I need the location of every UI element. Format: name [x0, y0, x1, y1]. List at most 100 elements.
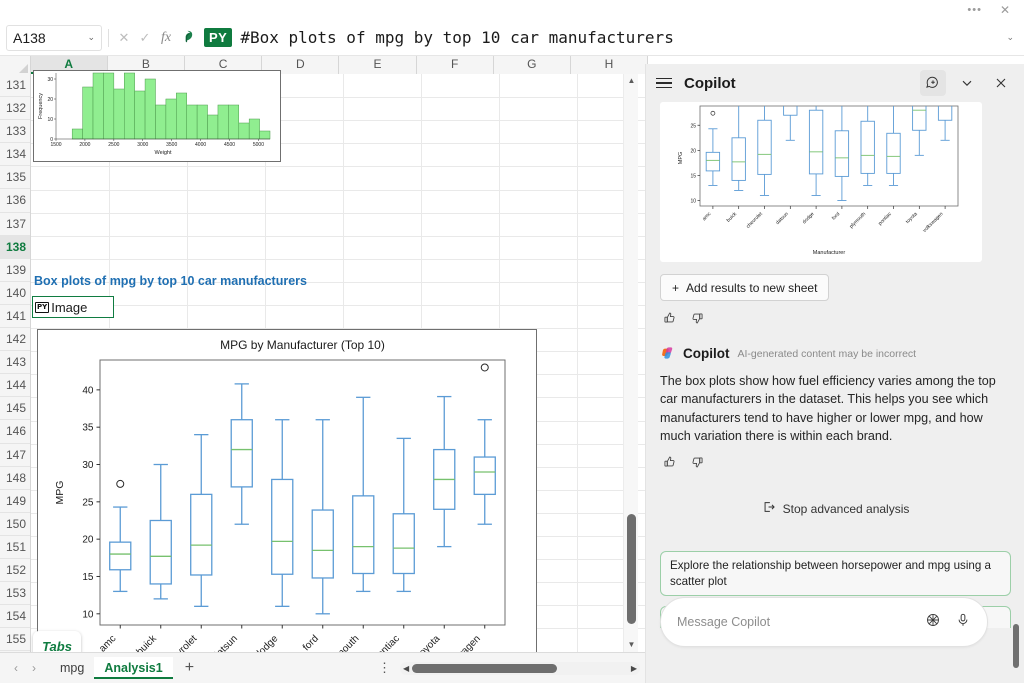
grid-cells[interactable]: 0 10 20 30 1500 2000 2500 3000 3500 4000 4500 5000 F… [31, 70, 648, 652]
python-leaf-icon[interactable] [180, 29, 194, 47]
scroll-left-icon[interactable]: ◀ [403, 663, 410, 673]
hamburger-icon[interactable] [656, 77, 672, 89]
column-header-b[interactable]: B [107, 56, 186, 74]
row-headers: 131 132 133 134 135 136 137 138 139 140 141 142 143 1… [0, 74, 31, 652]
column-header-h[interactable]: H [570, 56, 648, 74]
sheet-options-button[interactable]: ⋮ [378, 660, 392, 675]
row-header-136[interactable]: 136 [0, 189, 30, 213]
row-header-140[interactable]: 140 [0, 281, 30, 305]
row-header-151[interactable]: 151 [0, 535, 30, 559]
plus-icon: + [672, 280, 680, 295]
row-header-150[interactable]: 150 [0, 512, 30, 536]
column-header-g[interactable]: G [493, 56, 571, 74]
window-more-button[interactable]: ••• [967, 3, 982, 16]
close-icon[interactable] [988, 70, 1014, 96]
window-close-button[interactable]: ✕ [999, 3, 1010, 17]
sheet-tab-mpg[interactable]: mpg [60, 661, 85, 675]
copilot-scroll-thumb[interactable] [1013, 624, 1019, 668]
scroll-right-icon[interactable]: ▶ [630, 663, 637, 673]
message-input[interactable]: Message Copilot [677, 615, 771, 629]
expand-formula-bar-icon[interactable]: ⌄ [1006, 32, 1014, 42]
column-header-f[interactable]: F [416, 56, 494, 74]
copilot-chart-card[interactable]: 10 15 20 25 MPG amc buick chevrolet datsun dodge f… [660, 102, 982, 262]
prompt-gallery-icon[interactable] [925, 612, 941, 633]
stop-advanced-analysis-button[interactable]: Stop advanced analysis [660, 500, 1011, 517]
row-header-134[interactable]: 134 [0, 143, 30, 167]
row-header-137[interactable]: 137 [0, 212, 30, 236]
column-header-d[interactable]: D [262, 56, 340, 74]
svg-text:1500: 1500 [50, 142, 61, 148]
svg-text:datsun: datsun [775, 211, 790, 226]
confirm-icon[interactable]: ✓ [139, 29, 151, 45]
cell-a138[interactable]: PY Image [32, 296, 114, 318]
title-bar: ••• ✕ [0, 0, 1024, 20]
insert-function-icon[interactable]: fx [160, 29, 172, 45]
formula-input[interactable]: #Box plots of mpg by top 10 car manufact… [240, 28, 674, 47]
gridline [31, 212, 648, 214]
row-header-149[interactable]: 149 [0, 489, 30, 513]
thumbs-up-icon[interactable] [663, 455, 677, 472]
row-header-142[interactable]: 142 [0, 328, 30, 352]
cancel-icon[interactable]: ✕ [118, 29, 130, 45]
row-header-154[interactable]: 154 [0, 605, 30, 629]
row-header-143[interactable]: 143 [0, 351, 30, 375]
row-header-145[interactable]: 145 [0, 397, 30, 421]
horizontal-scrollbar[interactable]: ◀ ▶ [400, 661, 640, 675]
sheet-next-button[interactable]: › [32, 661, 36, 675]
svg-text:20: 20 [82, 535, 94, 546]
select-all-corner[interactable] [0, 56, 31, 74]
mpg-boxplot-svg: MPG by Manufacturer (Top 10) 10 15 20 25 30 35… [54, 338, 506, 652]
sheet-tab-analysis1[interactable]: Analysis1 [94, 657, 173, 679]
add-sheet-button[interactable]: + [184, 659, 195, 676]
sheet-tabs-bar: ‹ › mpg Analysis1 + ⋮ ◀ ▶ [0, 652, 648, 683]
cell-a137[interactable]: Box plots of mpg by top 10 car manufactu… [34, 274, 307, 288]
thumbs-up-icon[interactable] [663, 311, 677, 328]
copilot-boxplot-svg: 10 15 20 25 MPG amc buick chevrolet datsun dodge f… [678, 105, 959, 256]
row-header-131[interactable]: 131 [0, 74, 30, 98]
suggestion-chip-scatter-plot[interactable]: Explore the relationship between horsepo… [660, 551, 1011, 597]
row-header-152[interactable]: 152 [0, 558, 30, 583]
svg-text:ford: ford [301, 633, 321, 652]
row-header-156[interactable]: 156 [0, 651, 30, 652]
copilot-composer[interactable]: Message Copilot [660, 597, 988, 647]
row-header-133[interactable]: 133 [0, 120, 30, 144]
column-header-e[interactable]: E [339, 56, 417, 74]
row-header-141[interactable]: 141 [0, 304, 30, 329]
svg-text:15: 15 [690, 173, 696, 179]
scroll-down-icon[interactable]: ▼ [627, 640, 636, 649]
mpg-boxplot-image[interactable]: MPG by Manufacturer (Top 10) 10 15 20 25 30 35… [37, 329, 537, 652]
svg-text:25: 25 [82, 497, 94, 508]
row-header-153[interactable]: 153 [0, 582, 30, 606]
add-results-to-new-sheet-button[interactable]: + Add results to new sheet [660, 274, 830, 301]
row-header-132[interactable]: 132 [0, 97, 30, 121]
chevron-down-icon[interactable] [954, 70, 980, 96]
row-header-139[interactable]: 139 [0, 258, 30, 282]
svg-text:30: 30 [47, 77, 53, 83]
svg-text:buick: buick [135, 633, 160, 652]
vertical-scrollbar[interactable]: ▲ ▼ [623, 74, 638, 652]
thumbs-down-icon[interactable] [690, 311, 704, 328]
copilot-logo-icon [660, 346, 675, 361]
sheet-prev-button[interactable]: ‹ [14, 661, 18, 675]
row-header-138[interactable]: 138 [0, 235, 30, 259]
row-header-155[interactable]: 155 [0, 628, 30, 652]
thumbs-down-icon[interactable] [690, 455, 704, 472]
copilot-brand-name: Copilot [683, 346, 730, 361]
vertical-scroll-thumb[interactable] [627, 514, 636, 624]
svg-text:volkswagen: volkswagen [922, 211, 945, 234]
horizontal-scroll-thumb[interactable] [412, 663, 557, 673]
weight-histogram-image[interactable]: 0 10 20 30 1500 2000 2500 3000 3500 4000 4500 5000 F… [33, 70, 281, 162]
microphone-icon[interactable] [955, 612, 971, 633]
name-box[interactable]: A138 ⌄ [6, 24, 102, 51]
row-header-146[interactable]: 146 [0, 420, 30, 444]
svg-text:dodge: dodge [801, 211, 815, 225]
row-header-147[interactable]: 147 [0, 443, 30, 467]
scroll-up-icon[interactable]: ▲ [627, 76, 636, 85]
column-header-c[interactable]: C [185, 56, 263, 74]
row-header-148[interactable]: 148 [0, 466, 30, 490]
copilot-conversation[interactable]: 10 15 20 25 MPG amc buick chevrolet datsun dodge f… [646, 102, 1024, 628]
row-header-135[interactable]: 135 [0, 166, 30, 190]
row-header-144[interactable]: 144 [0, 374, 30, 398]
new-chat-icon[interactable] [920, 70, 946, 96]
svg-text:5000: 5000 [253, 142, 264, 148]
